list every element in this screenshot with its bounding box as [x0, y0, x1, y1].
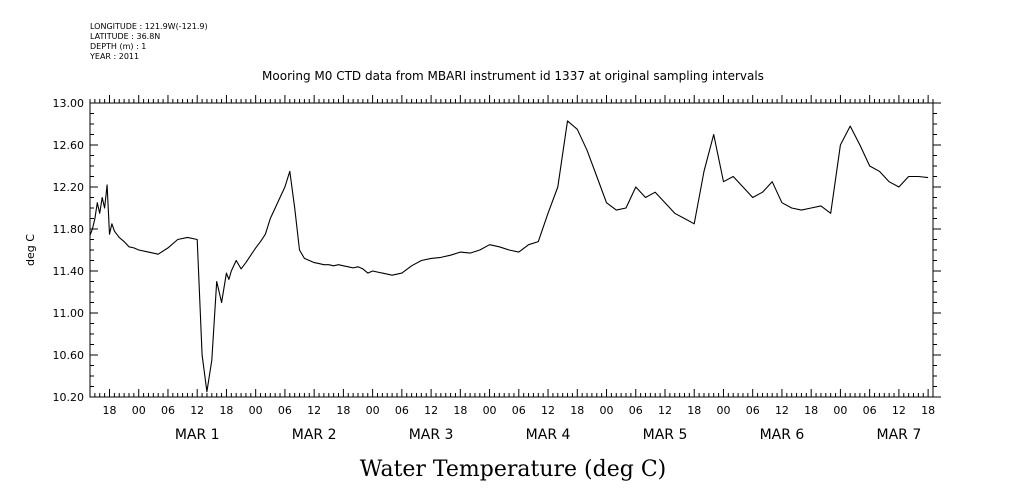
- x-date-label: MAR 3: [409, 427, 454, 443]
- x-tick-label: 12: [892, 404, 906, 417]
- x-tick-label: 06: [161, 404, 175, 417]
- x-tick-label: 06: [278, 404, 292, 417]
- y-tick-label: 11.80: [53, 223, 85, 236]
- x-tick-label: 18: [804, 404, 818, 417]
- y-tick-label: 11.00: [53, 307, 85, 320]
- y-axis-label: deg C: [24, 234, 37, 266]
- x-tick-label: 12: [307, 404, 321, 417]
- x-tick-label: 00: [483, 404, 497, 417]
- x-tick-label: 06: [746, 404, 760, 417]
- metadata-block: LONGITUDE : 121.9W(-121.9) LATITUDE : 36…: [90, 22, 208, 62]
- meta-latitude: LATITUDE : 36.8N: [90, 32, 161, 41]
- meta-depth: DEPTH (m) : 1: [90, 42, 147, 51]
- x-tick-label: 12: [775, 404, 789, 417]
- x-tick-label: 00: [132, 404, 146, 417]
- x-date-label: MAR 1: [175, 427, 220, 443]
- x-date-label: MAR 5: [643, 427, 688, 443]
- x-date-label: MAR 6: [760, 427, 805, 443]
- x-tick-label: 06: [512, 404, 526, 417]
- x-tick-label: 12: [424, 404, 438, 417]
- x-tick-label: 00: [249, 404, 263, 417]
- x-date-label: MAR 4: [526, 427, 571, 443]
- meta-year: YEAR : 2011: [90, 52, 140, 61]
- x-tick-label: 18: [102, 404, 116, 417]
- x-tick-label: 18: [219, 404, 233, 417]
- y-tick-label: 12.60: [53, 139, 85, 152]
- x-tick-label: 06: [395, 404, 409, 417]
- chart-title: Mooring M0 CTD data from MBARI instrumen…: [262, 69, 764, 83]
- x-tick-label: 00: [833, 404, 847, 417]
- x-tick-label: 00: [366, 404, 380, 417]
- y-tick-label: 11.40: [53, 265, 85, 278]
- x-tick-label: 12: [190, 404, 204, 417]
- x-tick-label: 00: [600, 404, 614, 417]
- y-tick-label: 12.20: [53, 181, 85, 194]
- x-tick-label: 18: [570, 404, 584, 417]
- series-layer: [89, 120, 929, 393]
- x-tick-label: 18: [336, 404, 350, 417]
- bottom-title: Water Temperature (deg C): [360, 457, 667, 482]
- x-tick-label: 12: [541, 404, 555, 417]
- x-date-label: MAR 7: [877, 427, 922, 443]
- x-tick-label: 00: [716, 404, 730, 417]
- meta-longitude: LONGITUDE : 121.9W(-121.9): [90, 22, 208, 31]
- y-tick-label: 10.20: [53, 391, 85, 404]
- x-tick-label: 18: [687, 404, 701, 417]
- y-tick-label: 13.00: [53, 97, 85, 110]
- x-axis: 18 00 06 12 18 00 06 12 18 00 06 12 18 00 06 12 18 00 06 12…: [89, 95, 935, 443]
- x-tick-label: 12: [658, 404, 672, 417]
- x-date-label: MAR 2: [292, 427, 337, 443]
- y-tick-label: 10.60: [53, 349, 85, 362]
- x-tick-label: 06: [629, 404, 643, 417]
- y-axis: 10.20 10.60 11.00 11.40 11.80 12.20 12.60 13.00: [53, 97, 941, 404]
- temperature-series-line: [89, 120, 929, 393]
- x-tick-label: 18: [921, 404, 935, 417]
- x-tick-label: 18: [453, 404, 467, 417]
- x-tick-label: 06: [863, 404, 877, 417]
